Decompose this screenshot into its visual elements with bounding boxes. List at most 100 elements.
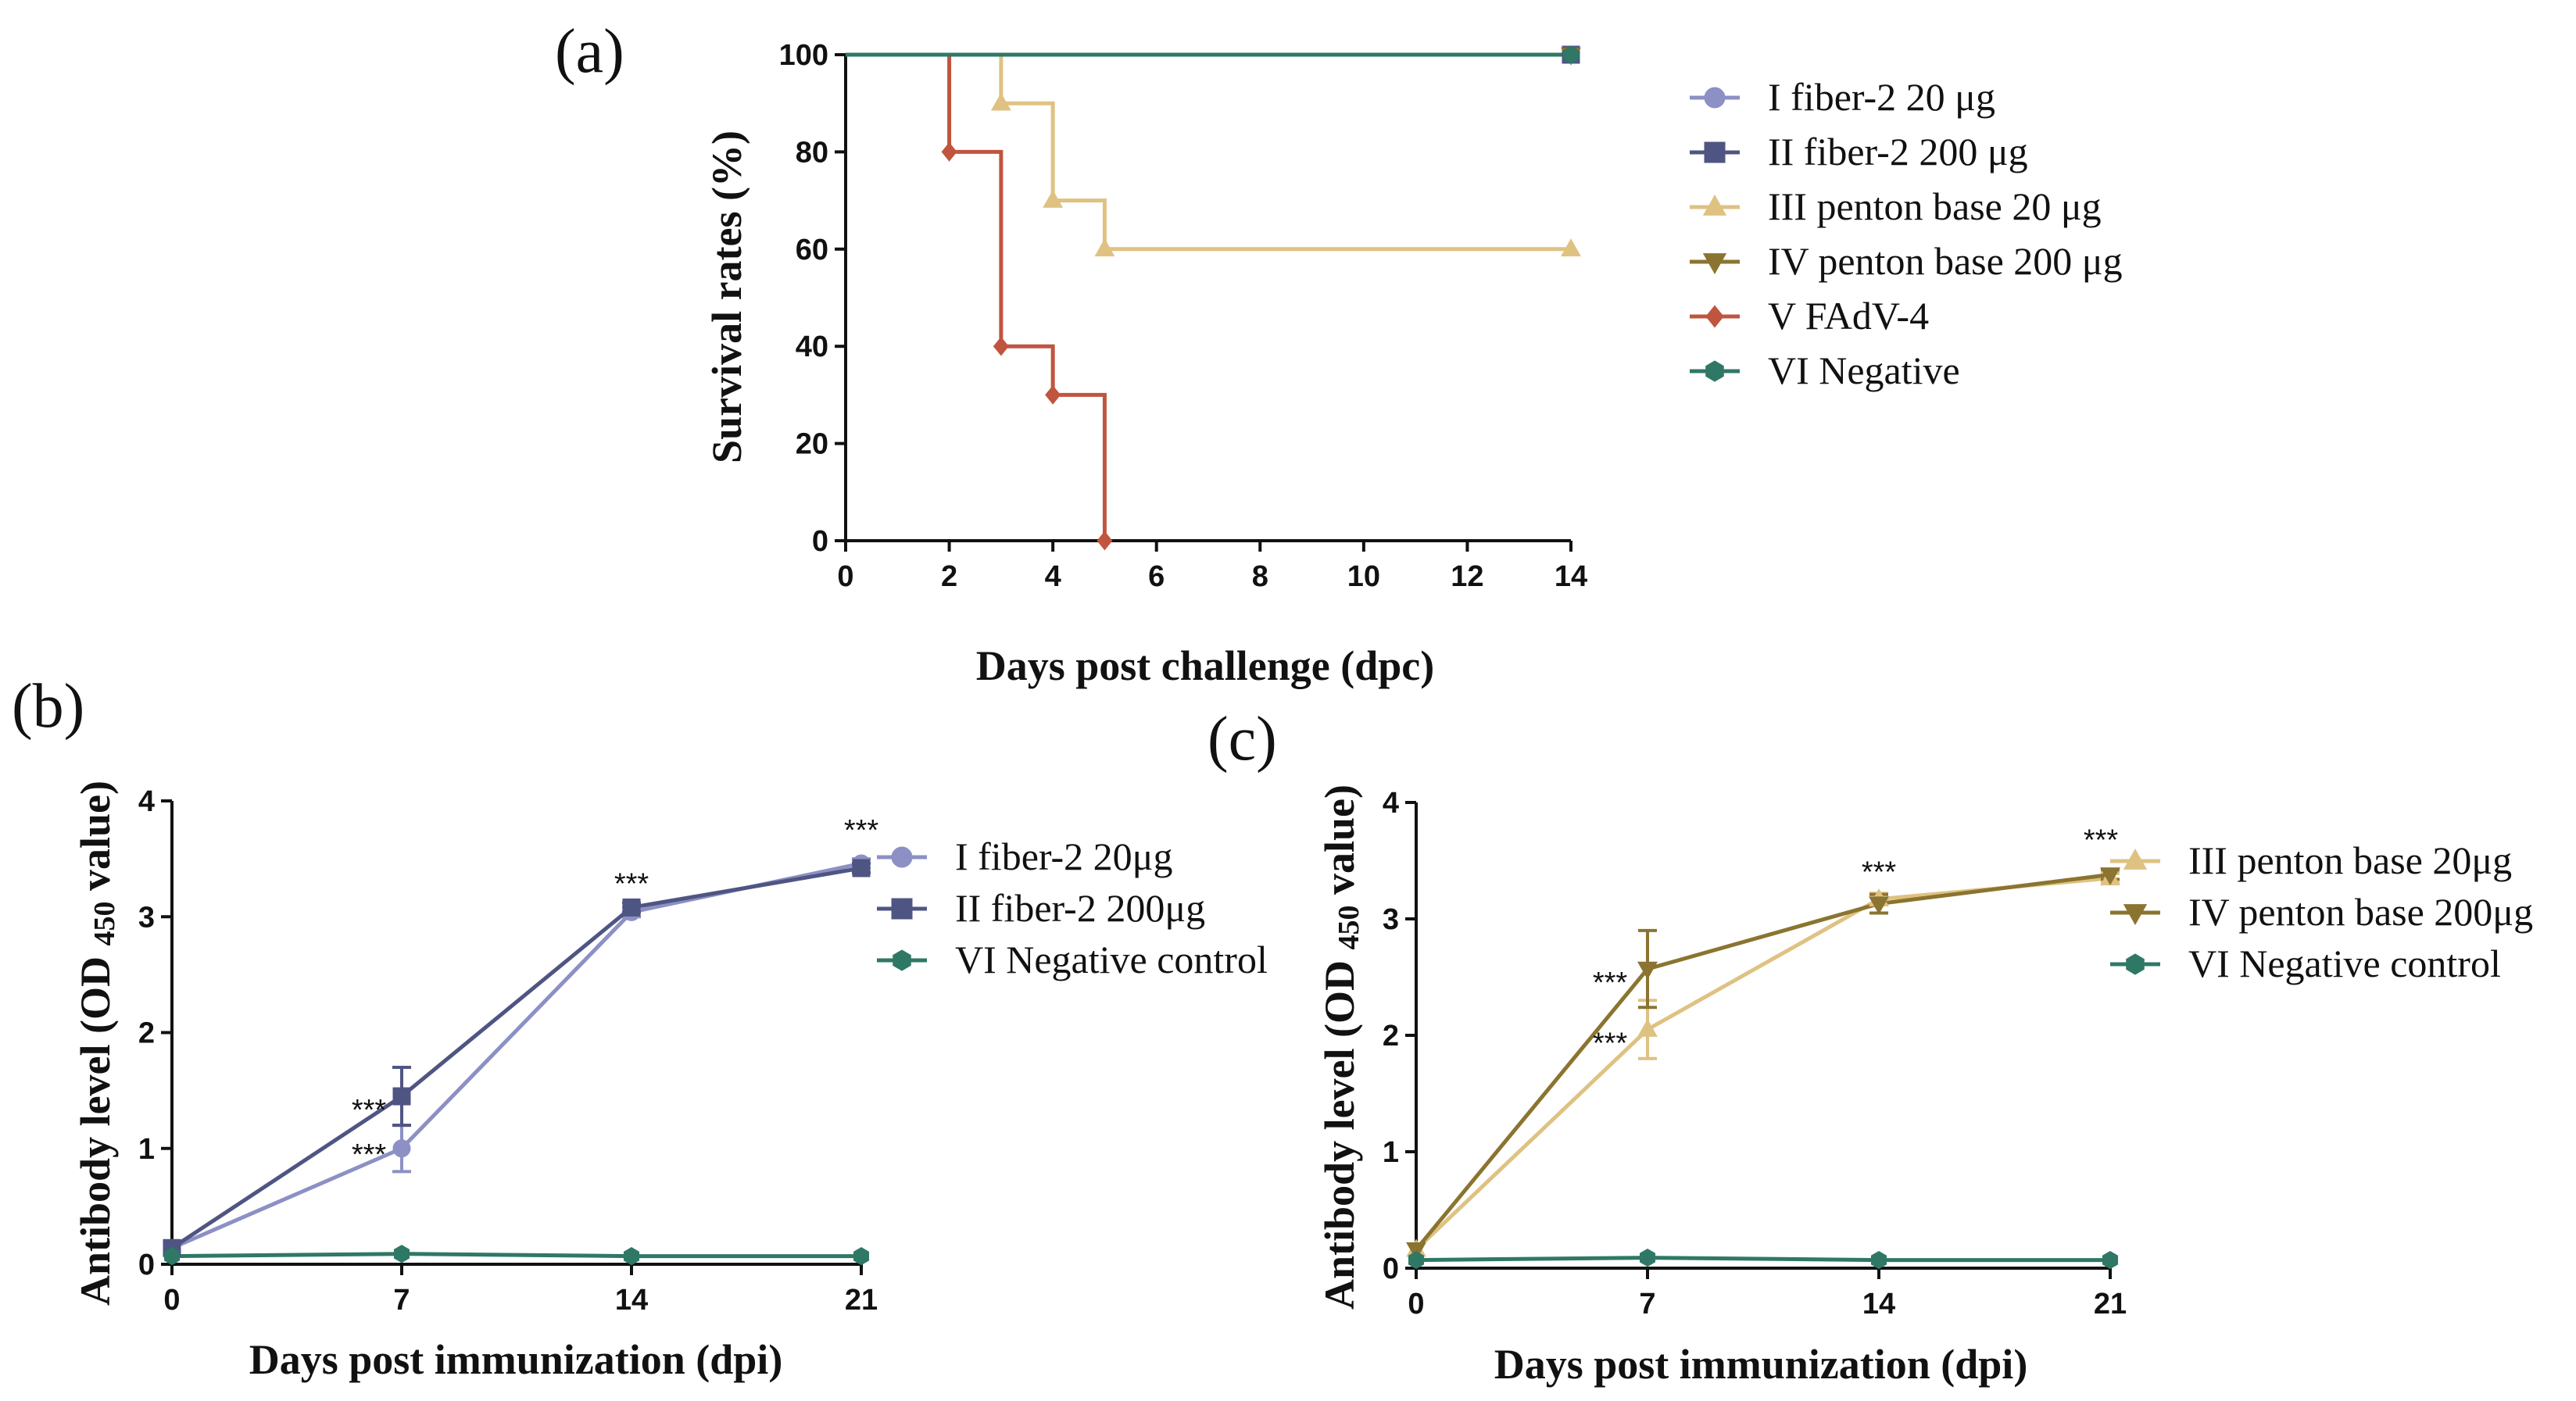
panel-b-y-tick-label: 4 bbox=[138, 785, 155, 818]
panel-b-data-point bbox=[622, 898, 641, 917]
panel-b-x-tick-label: 21 bbox=[845, 1284, 878, 1317]
panel-c-data-point bbox=[1637, 961, 1658, 980]
panel-a-data-point bbox=[1043, 189, 1064, 208]
panel-c-significance-label: *** bbox=[1593, 967, 1628, 999]
panel-c-significance-label: *** bbox=[1593, 1028, 1628, 1060]
panel-b-y-axis-title-main: Antibody level (OD bbox=[72, 945, 119, 1306]
panel-a-data-point bbox=[1045, 385, 1061, 405]
panel-a-y-tick-label: 100 bbox=[779, 39, 828, 72]
panel-c-y-axis-title-main: Antibody level (OD bbox=[1316, 949, 1363, 1310]
panel-c-data-point bbox=[1408, 1250, 1425, 1270]
panel-a-label: (a) bbox=[555, 17, 624, 86]
panel-b-y-tick-label: 0 bbox=[138, 1249, 155, 1281]
panel-a-legend-marker bbox=[1704, 87, 1726, 109]
panel-c-data-point bbox=[2102, 1250, 2119, 1270]
panel-c-y-axis-title: Antibody level (OD 450 value) bbox=[1316, 784, 1365, 1310]
panel-a-legend-label: V FAdV-4 bbox=[1768, 294, 1929, 338]
panel-c-y-tick-label: 0 bbox=[1383, 1253, 1399, 1285]
panel-b-series-line bbox=[171, 1252, 861, 1259]
panel-a-legend-label: IV penton base 200 μg bbox=[1768, 239, 2123, 283]
panel-c-y-tick-label: 3 bbox=[1383, 903, 1399, 936]
panel-b-significance-label: *** bbox=[352, 1094, 387, 1127]
panel-a-y-axis-title: Survival rates (%) bbox=[703, 130, 750, 463]
panel-a-x-tick-label: 4 bbox=[1045, 560, 1061, 593]
panel-a-x-tick-label: 0 bbox=[837, 560, 853, 593]
panel-a-legend-marker bbox=[1704, 141, 1726, 163]
panel-a-legend-marker bbox=[1705, 360, 1724, 382]
panel-a-x-axis-title: Days post challenge (dpc) bbox=[976, 642, 1435, 689]
panel-b-legend-marker bbox=[891, 846, 913, 868]
panel-b-x-axis-title: Days post immunization (dpi) bbox=[249, 1336, 783, 1383]
panel-c-series-line bbox=[1415, 1256, 2110, 1263]
panel-c-data-point bbox=[1869, 896, 1889, 915]
panel-c-series-line bbox=[1415, 872, 2111, 1251]
panel-a-y-tick-label: 40 bbox=[796, 331, 828, 363]
panel-a-x-tick-label: 6 bbox=[1148, 560, 1165, 593]
panel-c-data-point bbox=[1637, 1018, 1658, 1037]
panel-b-antibody-chart: (b) 0 7 14 21 0 1 2 3 4 *** *** *** *** Days post im… bbox=[12, 672, 1268, 1383]
panel-b-x-tick-label: 7 bbox=[393, 1284, 410, 1317]
panel-b-y-axis-title-tail: value) bbox=[72, 781, 119, 902]
panel-c-legend-marker bbox=[2123, 904, 2148, 925]
panel-b-data-point bbox=[163, 1247, 181, 1266]
panel-b-data-point bbox=[623, 1247, 640, 1266]
panel-b-data-point bbox=[392, 1139, 411, 1158]
panel-b-y-axis-title: Antibody level (OD 450 value) bbox=[72, 781, 121, 1306]
panel-a-y-tick-label: 60 bbox=[796, 234, 828, 266]
panel-a-legend-label: III penton base 20 μg bbox=[1768, 184, 2102, 228]
panel-b-significance-label: *** bbox=[352, 1138, 387, 1171]
panel-b-data-point bbox=[852, 859, 871, 877]
panel-b-significance-label: *** bbox=[844, 814, 879, 847]
panel-a-legend-marker bbox=[1702, 195, 1727, 216]
panel-b-legend-label: I fiber-2 20μg bbox=[955, 835, 1173, 878]
panel-c-x-tick-label: 14 bbox=[1862, 1288, 1895, 1321]
panel-b-x-tick-label: 0 bbox=[163, 1284, 180, 1317]
panel-a-legend-label: I fiber-2 20 μg bbox=[1768, 75, 1995, 119]
panel-a-x-tick-label: 10 bbox=[1347, 560, 1380, 593]
panel-a-y-tick-label: 20 bbox=[796, 428, 828, 461]
panel-b-x-tick-label: 14 bbox=[615, 1284, 648, 1317]
panel-c-legend-label: VI Negative control bbox=[2188, 942, 2501, 985]
panel-c-x-tick-label: 0 bbox=[1408, 1288, 1424, 1321]
panel-c-legend-marker bbox=[2126, 953, 2145, 975]
panel-c-legend-marker bbox=[2123, 849, 2148, 870]
panel-c-x-axis-title: Days post immunization (dpi) bbox=[1494, 1341, 2028, 1388]
panel-b-legend: I fiber-2 20μg II fiber-2 200μg VI Negativ… bbox=[877, 835, 1268, 981]
panel-a-data-point bbox=[1561, 238, 1581, 257]
panel-b-data-point bbox=[393, 1245, 410, 1263]
panel-a-x-tick-label: 12 bbox=[1451, 560, 1483, 593]
panel-c-legend-label: III penton base 20μg bbox=[2188, 838, 2512, 882]
panel-b-y-tick-label: 3 bbox=[138, 901, 155, 934]
panel-c-label: (c) bbox=[1208, 705, 1277, 774]
panel-c-data-point bbox=[1639, 1249, 1656, 1267]
panel-a-data-point bbox=[1094, 238, 1115, 257]
panel-a-series-line bbox=[846, 52, 1107, 541]
panel-a-survival-chart: (a) 0 2 4 6 8 10 12 14 0 20 40 60 80 100 Days post ch… bbox=[555, 17, 2123, 689]
panel-a-legend: I fiber-2 20 μg II fiber-2 200 μg III pent… bbox=[1690, 75, 2123, 392]
panel-a-data-point bbox=[993, 336, 1009, 356]
panel-a-x-tick-label: 2 bbox=[941, 560, 957, 593]
panel-a-legend-label: VI Negative bbox=[1768, 348, 1960, 392]
panel-a-data-point bbox=[941, 142, 957, 162]
panel-c-y-tick-label: 4 bbox=[1383, 787, 1399, 820]
panel-c-legend: III penton base 20μg IV penton base 200μg… bbox=[2110, 838, 2533, 985]
panel-c-data-point bbox=[1870, 1250, 1887, 1270]
panel-b-legend-marker bbox=[893, 949, 911, 971]
panel-a-data-point bbox=[990, 92, 1011, 111]
panel-a-y-tick-label: 0 bbox=[812, 525, 828, 558]
panel-b-data-point bbox=[853, 1247, 870, 1266]
panel-c-data-point bbox=[2100, 867, 2120, 886]
panel-a-y-tick-label: 80 bbox=[796, 136, 828, 169]
panel-b-label: (b) bbox=[12, 672, 84, 741]
panel-c-y-axis-title-subscript: 450 bbox=[1333, 905, 1365, 949]
panel-c-x-tick-label: 7 bbox=[1639, 1288, 1655, 1321]
panel-a-plot-area: 0 2 4 6 8 10 12 14 0 20 40 60 80 100 bbox=[779, 39, 1588, 593]
panel-c-series-line bbox=[1415, 876, 2111, 1251]
panel-b-y-tick-label: 2 bbox=[138, 1017, 155, 1050]
panel-c-x-tick-label: 21 bbox=[2094, 1288, 2127, 1321]
panel-b-plot-area: 0 7 14 21 0 1 2 3 4 *** *** *** *** bbox=[138, 785, 879, 1317]
panel-a-data-point bbox=[1562, 45, 1580, 64]
panel-a-x-tick-label: 8 bbox=[1252, 560, 1268, 593]
panel-b-data-point bbox=[392, 1087, 411, 1106]
panel-c-y-axis-title-tail: value) bbox=[1316, 784, 1363, 906]
